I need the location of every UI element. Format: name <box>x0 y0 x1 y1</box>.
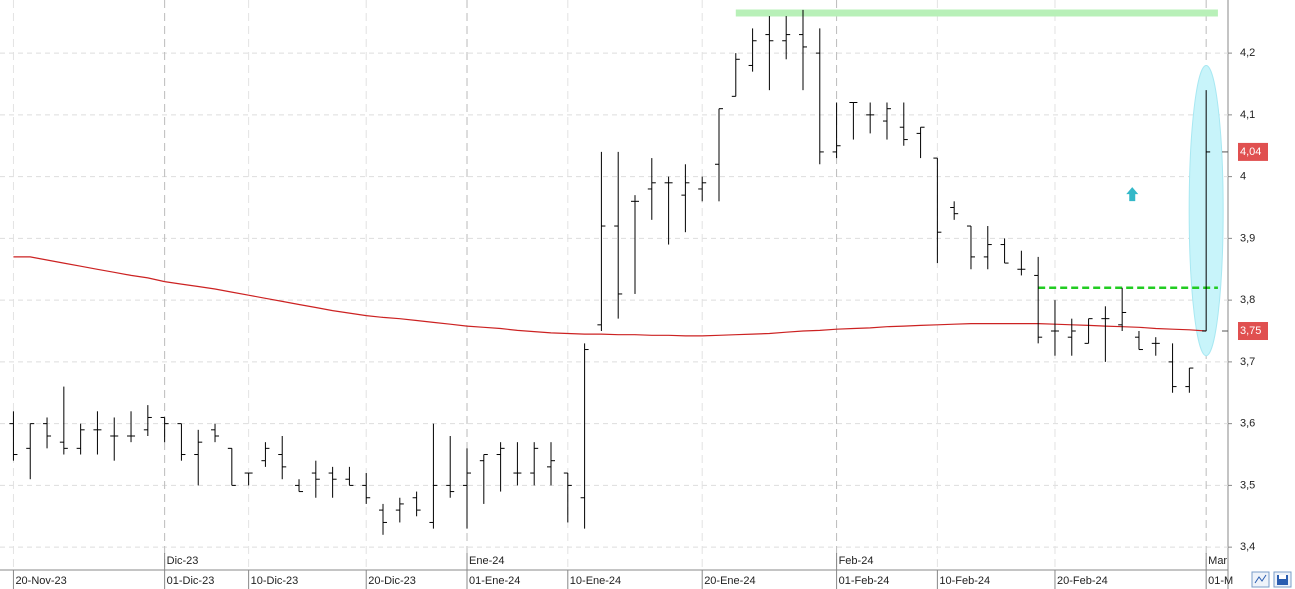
y-tick-label: 3,5 <box>1240 479 1255 491</box>
price-tag <box>1238 142 1268 161</box>
y-tick-label: 4 <box>1240 171 1246 183</box>
x-tick-label: 20-Nov-23 <box>15 575 66 587</box>
y-tick-label: 3,8 <box>1240 294 1255 306</box>
price-tag-label: 4,04 <box>1240 146 1261 158</box>
x-tick-label: 20-Feb-24 <box>1057 575 1108 587</box>
y-tick-label: 3,6 <box>1240 418 1255 430</box>
month-label: Feb-24 <box>839 555 874 567</box>
x-tick-label: 01-M <box>1208 575 1233 587</box>
x-tick-label: 01-Ene-24 <box>469 575 520 587</box>
y-tick-label: 3,4 <box>1240 541 1255 553</box>
y-tick-label: 3,7 <box>1240 356 1255 368</box>
moving-average <box>13 256 1207 337</box>
x-tick-label: 20-Ene-24 <box>704 575 755 587</box>
month-label: Mar <box>1208 555 1227 567</box>
x-tick-label: 01-Feb-24 <box>839 575 890 587</box>
x-tick-label: 10-Ene-24 <box>570 575 621 587</box>
x-tick-label: 20-Dic-23 <box>368 575 416 587</box>
signal-arrow <box>1126 187 1139 202</box>
toolbar <box>1251 571 1292 588</box>
price-tag <box>1238 322 1268 341</box>
x-tick-label: 10-Feb-24 <box>939 575 990 587</box>
month-label: Ene-24 <box>469 555 504 567</box>
x-tick-label: 01-Dic-23 <box>167 575 215 587</box>
zoom-icon <box>1254 574 1267 584</box>
x-tick-label: 10-Dic-23 <box>251 575 299 587</box>
y-tick-label: 4,2 <box>1240 47 1255 59</box>
price-tag-label: 3,75 <box>1240 325 1261 337</box>
save-icon <box>1277 575 1288 585</box>
save-icon-label <box>1279 575 1286 579</box>
y-tick-label: 4,1 <box>1240 109 1255 121</box>
y-tick-label: 3,9 <box>1240 232 1255 244</box>
month-label: Dic-23 <box>167 555 199 567</box>
